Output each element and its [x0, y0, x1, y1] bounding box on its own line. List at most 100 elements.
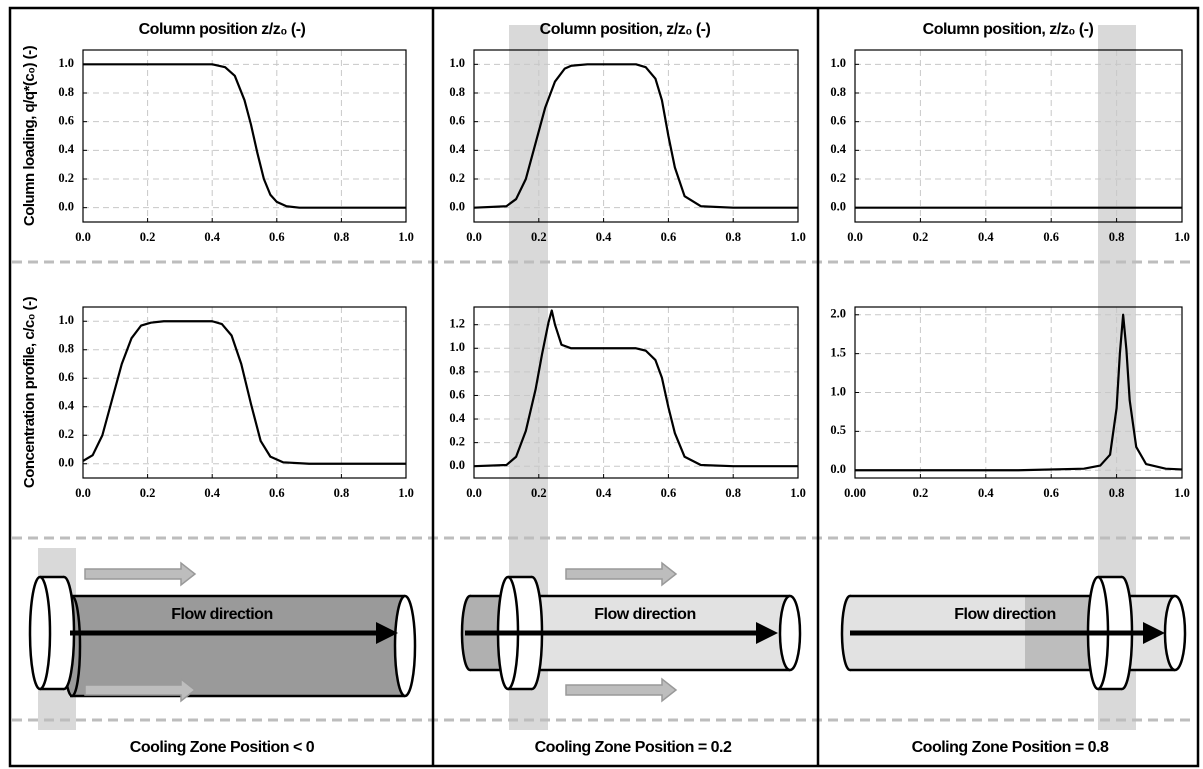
y-tick-label: 0.4	[58, 142, 74, 156]
y-tick-label: 0.4	[449, 411, 465, 425]
x-tick-label: 0.0	[75, 486, 91, 500]
cooling-arrow	[565, 561, 678, 587]
flow-label: Flow direction	[171, 606, 272, 623]
y-tick-label: 0.8	[58, 85, 74, 99]
chart: 0.0 0.2 0.4 0.6 0.8 1.0 1.2 0.0 0.2 0.4 0.6 0.8 1.0	[449, 306, 806, 500]
y-tick-label: 0.8	[449, 364, 465, 378]
x-tick-label: 1.0	[1174, 486, 1190, 500]
y-tick-label: 0.8	[449, 85, 465, 99]
chart-title: Column position z/z₀ (-)	[139, 21, 306, 38]
y-tick-label: 1.2	[449, 317, 465, 331]
y-tick-label: 0.0	[449, 458, 465, 472]
x-tick-label: 0.2	[913, 486, 929, 500]
x-tick-label: 0.6	[661, 230, 677, 244]
charts: Column position z/z₀ (-) Column loading, …	[21, 21, 1190, 500]
y-tick-label: 0.0	[449, 200, 465, 214]
x-tick-label: 1.0	[398, 486, 414, 500]
data-line	[855, 313, 1183, 472]
y-tick-label: 0.2	[58, 171, 74, 185]
flow-arrow-head	[1143, 622, 1165, 644]
x-tick-label: 0.0	[466, 486, 482, 500]
plot-frame	[473, 306, 799, 479]
y-tick-label: 0.6	[449, 387, 465, 401]
y-tick-label: 0.6	[58, 114, 74, 128]
chart-title: Column position, z/z₀ (-)	[923, 21, 1094, 38]
chart: Concentration profile, c/c₀ (-) 0.0 0.2 0.4…	[21, 296, 414, 500]
y-tick-label: 0.4	[58, 399, 74, 413]
plot-frame	[82, 306, 407, 479]
y-tick-label: 1.0	[449, 56, 465, 70]
y-tick-label: 1.0	[58, 56, 74, 70]
x-tick-label: 0.6	[269, 486, 285, 500]
data-line	[473, 63, 798, 209]
plot-frame	[854, 306, 1183, 479]
flow-arrow-head	[376, 622, 398, 644]
y-tick-label: 0.2	[449, 434, 465, 448]
x-tick-label: 0.2	[140, 486, 156, 500]
y-axis-label: Concentration profile, c/c₀ (-)	[21, 296, 38, 488]
y-tick-label: 0.4	[449, 142, 465, 156]
x-tick-label: 0.8	[1109, 230, 1125, 244]
y-tick-label: 0.0	[830, 462, 846, 476]
x-tick-label: 1.0	[790, 230, 806, 244]
y-tick-label: 0.6	[449, 114, 465, 128]
x-tick-label: 0.8	[1109, 486, 1125, 500]
y-tick-label: 0.2	[830, 171, 846, 185]
flow-arrow-head	[756, 622, 778, 644]
border	[8, 6, 1200, 768]
x-tick-label: 0.00	[844, 486, 866, 500]
x-tick-label: 0.0	[75, 230, 91, 244]
x-tick-label: 0.2	[531, 230, 547, 244]
x-tick-label: 0.6	[1043, 230, 1059, 244]
x-tick-label: 1.0	[398, 230, 414, 244]
y-tick-label: 0.0	[830, 200, 846, 214]
column-end	[1163, 594, 1187, 672]
flow-label: Flow direction	[954, 606, 1055, 623]
data-line	[82, 320, 406, 465]
y-tick-label: 0.0	[58, 200, 74, 214]
frame	[8, 6, 1200, 768]
x-tick-label: 0.6	[1043, 486, 1059, 500]
x-tick-label: 0.4	[596, 230, 612, 244]
column-body	[70, 596, 405, 696]
y-tick-label: 0.2	[58, 427, 74, 441]
x-tick-label: 0.2	[140, 230, 156, 244]
x-tick-label: 0.8	[725, 230, 741, 244]
plot-frame	[854, 49, 1183, 223]
separators	[12, 260, 1196, 722]
x-tick-label: 0.0	[847, 230, 863, 244]
x-tick-label: 0.8	[334, 230, 350, 244]
x-tick-label: 0.4	[978, 230, 994, 244]
caption: Cooling Zone Position < 0	[130, 739, 315, 756]
y-tick-label: 0.6	[830, 114, 846, 128]
y-tick-label: 1.5	[830, 346, 846, 360]
y-tick-label: 1.0	[449, 340, 465, 354]
column-end	[393, 594, 417, 698]
chart: 0.0 0.5 1.0 1.5 2.0 0.00 0.2 0.4 0.6 0.8 1.0	[830, 306, 1190, 500]
y-tick-label: 0.6	[58, 370, 74, 384]
y-tick-label: 0.5	[830, 423, 846, 437]
y-tick-label: 2.0	[830, 307, 846, 321]
data-line	[83, 63, 406, 209]
y-tick-label: 0.8	[58, 342, 74, 356]
y-axis-label: Column loading, q/q*(c₀) (-)	[21, 45, 38, 226]
x-tick-label: 0.2	[531, 486, 547, 500]
plot-frame	[82, 49, 407, 223]
cooling-arrow	[84, 677, 197, 703]
x-tick-label: 0.8	[725, 486, 741, 500]
x-tick-label: 0.4	[204, 230, 220, 244]
flow-label: Flow direction	[594, 606, 695, 623]
y-tick-label: 0.4	[830, 142, 846, 156]
y-tick-label: 1.0	[58, 313, 74, 327]
x-tick-label: 0.4	[978, 486, 994, 500]
caption: Cooling Zone Position = 0.2	[535, 739, 732, 756]
x-tick-label: 0.6	[269, 230, 285, 244]
x-tick-label: 1.0	[790, 486, 806, 500]
y-tick-label: 0.8	[830, 85, 846, 99]
cooling-arrow	[84, 561, 197, 587]
x-tick-label: 0.0	[466, 230, 482, 244]
collar-front	[28, 575, 52, 691]
chart-title: Column position, z/z₀ (-)	[540, 21, 711, 38]
x-tick-label: 0.4	[204, 486, 220, 500]
